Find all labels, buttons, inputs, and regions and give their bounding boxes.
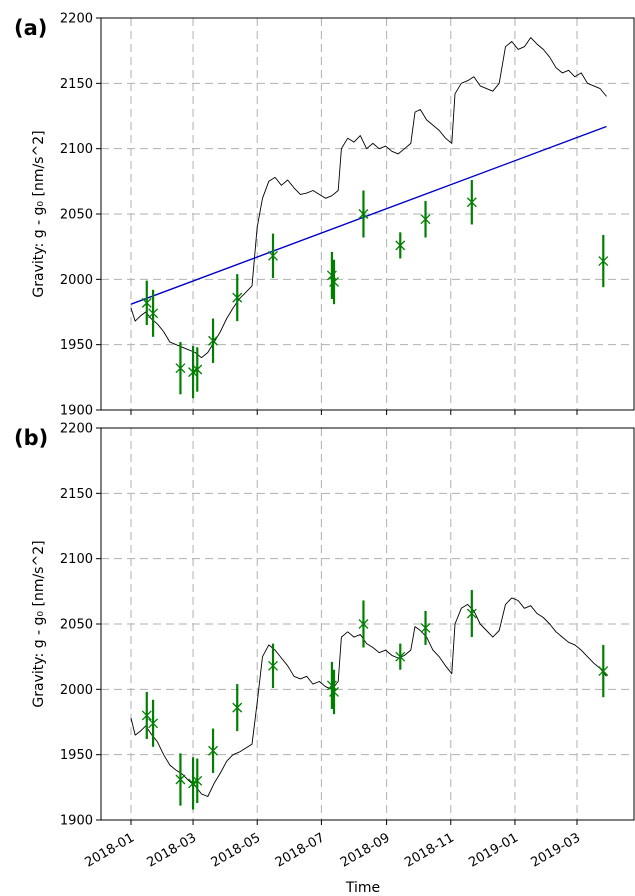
measurement-point [395,643,406,670]
measurement-point [208,728,219,773]
x-tick-label: 2018-03 [145,830,200,870]
measurement-point [141,691,152,739]
x-marker [175,774,186,785]
x-marker [420,214,431,225]
measurement-point [598,234,609,288]
y-tick-label: 2100 [60,142,93,157]
panel-a-series [130,37,609,399]
measurement-point [466,590,477,638]
x-marker [329,686,339,697]
x-marker [232,292,243,303]
x-marker [420,622,431,633]
measurement-point [420,200,431,238]
x-marker [358,209,369,219]
y-tick-label: 2000 [60,683,93,698]
x-marker [598,256,609,266]
measurement-point [466,180,477,225]
measurement-point [598,644,609,698]
x-marker [329,276,339,287]
measurement-point [329,669,339,715]
y-tick-label: 2150 [60,77,93,92]
y-tick-label: 2200 [60,422,93,437]
measurement-point [141,280,152,326]
measurement-point [420,610,431,645]
x-marker [466,197,477,208]
measurement-point [148,699,159,747]
y-tick-label: 1950 [60,748,93,763]
y-tick-label: 1900 [60,404,93,419]
panel-b-xlabel: Time [345,880,380,896]
x-marker [208,335,219,346]
x-marker [192,775,203,786]
measurement-point [232,274,243,322]
y-tick-label: 2200 [60,12,93,27]
panel-b-label: (b) [14,426,48,450]
y-tick-label: 2150 [60,487,93,502]
x-tick-label: 2019-03 [528,830,583,870]
measurement-point [358,600,369,648]
x-marker [395,651,406,662]
panel-a-ylabel: Gravity: g - g₀ [nm/s^2] [31,130,47,297]
x-marker [466,608,477,619]
measurement-point [395,232,406,259]
panel-b-grid [101,428,634,820]
measurement-point [192,758,203,804]
panel-a-ticks: 1900 1950 2000 2050 2100 2150 2200 [60,12,578,419]
x-marker [268,250,278,261]
panel-b-ylabel: Gravity: g - g₀ [nm/s^2] [31,540,47,707]
x-marker [268,660,278,671]
measurement-point [232,684,243,732]
measurement-point [208,318,219,363]
measurement-point [192,347,203,392]
x-tick-label: 2018-07 [273,830,328,870]
x-marker [141,297,152,308]
measurement-point [268,643,278,689]
x-marker [232,702,243,713]
x-tick-label: 2019-01 [466,830,521,870]
x-tick-label: 2018-11 [402,830,457,870]
measurement-point [268,233,278,279]
measurement-point [358,190,369,238]
y-tick-label: 2050 [60,618,93,633]
x-marker [175,363,186,374]
panel-b-frame [100,427,635,821]
x-marker [192,364,203,375]
panel-a-grid [101,18,634,410]
trend-line [130,125,607,305]
gravity-series-line [130,37,607,359]
x-marker [598,666,609,676]
measurement-point [175,342,186,395]
y-tick-label: 2100 [60,552,93,567]
x-marker [148,718,159,729]
x-marker [148,308,159,319]
measurement-point [329,259,339,305]
measurement-point [175,753,186,806]
y-tick-label: 2050 [60,208,93,223]
x-tick-label: 2018-01 [82,830,137,870]
gravity-series-line [130,597,607,797]
x-marker [208,745,219,756]
measurement-point [148,289,159,337]
x-marker [141,710,152,721]
x-tick-label: 2018-05 [209,830,264,870]
x-marker [358,619,369,629]
x-tick-label: 2018-09 [338,830,393,870]
y-tick-label: 1900 [60,814,93,829]
panel-a-label: (a) [14,16,47,40]
x-marker [395,240,406,251]
y-tick-label: 2000 [60,273,93,288]
panel-a-frame [100,17,635,411]
panel-b-series [130,590,609,810]
panel-a: (a) 1900 1950 2000 2050 2100 2150 2200 Gravity… [14,12,635,419]
y-tick-label: 1950 [60,338,93,353]
